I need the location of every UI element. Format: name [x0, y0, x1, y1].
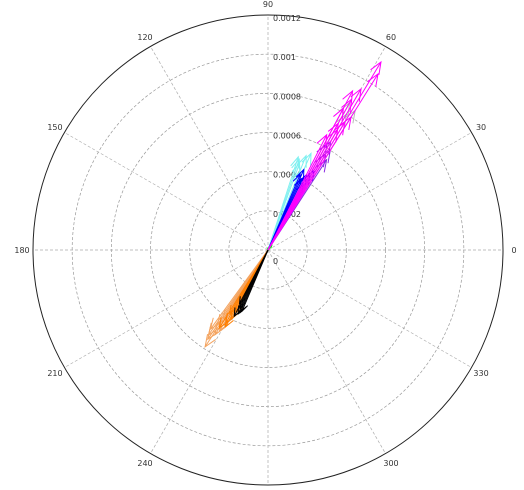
grid-spoke [150, 249, 269, 454]
arrow-head [224, 316, 234, 329]
arrow-head [316, 133, 328, 148]
angular-tick-label: 90 [263, 0, 273, 9]
arrow-head [340, 116, 352, 131]
arrow-head [292, 173, 301, 185]
arrow-shaft [267, 174, 301, 251]
arrow-series-group [267, 60, 382, 251]
angular-tick-label: 330 [473, 369, 488, 378]
arrow-head [238, 296, 246, 305]
angular-tick-label: 180 [14, 246, 29, 255]
arrow-head [204, 334, 217, 349]
angular-tick-label: 0 [511, 246, 516, 255]
arrow-head [207, 322, 220, 337]
arrow-head [239, 304, 247, 314]
radial-tick-label: 0 [273, 257, 278, 266]
arrow-head [370, 60, 382, 75]
arrow-head [350, 87, 362, 102]
radial-tick-label: 0.0008 [273, 92, 301, 101]
angular-tick-label: 240 [137, 459, 152, 468]
grid-spoke [267, 132, 472, 251]
arrow-shaft [239, 249, 269, 304]
arrow-head [222, 309, 232, 321]
radial-tick-label: 0.001 [273, 53, 296, 62]
arrow-head [218, 317, 229, 330]
angular-tick-label: 300 [383, 459, 398, 468]
radial-tick-label: 0.0012 [273, 14, 301, 23]
arrow-head [327, 122, 339, 137]
angular-tick-label: 210 [47, 369, 62, 378]
radial-tick-label: 0.0004 [273, 171, 301, 180]
arrow-shaft [267, 159, 300, 251]
polar-grid [32, 14, 504, 486]
arrow-shaft [239, 249, 269, 313]
arrow-series-group [233, 249, 269, 318]
grid-spoke [64, 132, 269, 251]
grid-spoke [267, 249, 386, 454]
angular-tick-label: 30 [476, 123, 486, 132]
arrow-shaft [267, 90, 354, 251]
arrow-head [209, 317, 221, 331]
arrow-head [295, 168, 305, 181]
angular-tick-label: 120 [137, 33, 152, 42]
arrow-head [291, 158, 301, 171]
grid-ring [228, 210, 308, 290]
arrow-series-group [218, 249, 269, 330]
arrow-series [204, 60, 382, 349]
radial-tick-label: 0.0006 [273, 132, 301, 141]
arrow-head [297, 154, 307, 168]
angular-tick-labels: 0306090120150180210240270300330 [14, 0, 516, 468]
outer-ring [32, 14, 504, 486]
grid-spoke [64, 249, 269, 368]
arrow-head [290, 155, 300, 169]
arrow-head [342, 89, 354, 104]
grid-ring [189, 171, 347, 329]
arrow-shaft [267, 116, 352, 251]
angular-tick-label: 150 [47, 123, 62, 132]
angular-tick-label: 60 [386, 33, 396, 42]
grid-spoke [267, 249, 472, 368]
arrow-head [214, 322, 226, 336]
arrow-shaft [210, 249, 269, 330]
grid-spoke [150, 46, 269, 251]
